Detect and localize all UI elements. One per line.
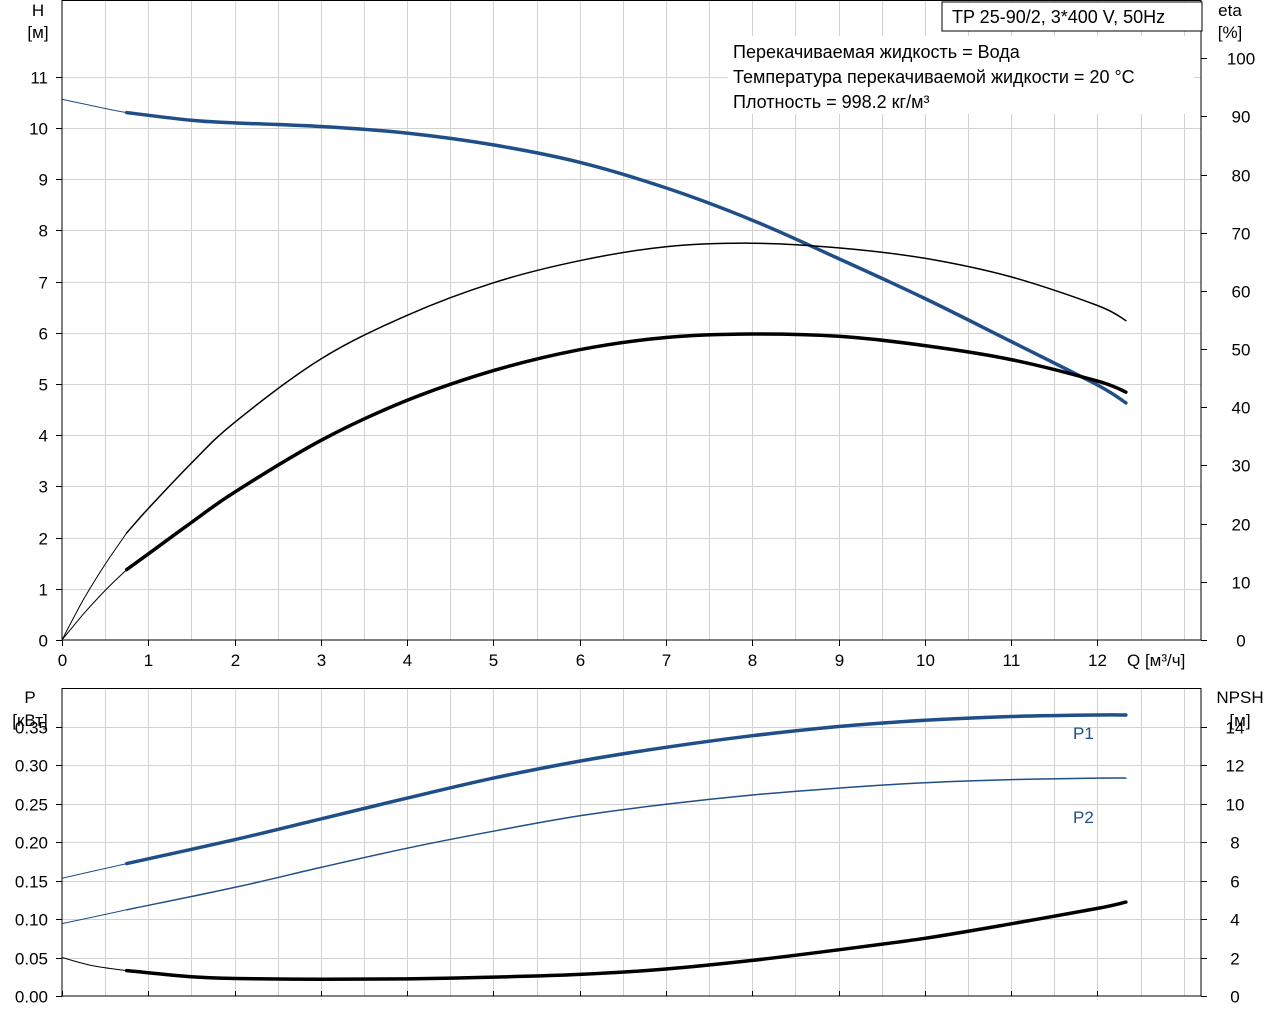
p-tick-label: 0.05	[15, 950, 48, 969]
info-backdrop	[728, 36, 1194, 114]
npsh-tick-label: 0	[1230, 988, 1239, 1007]
top-chart-series	[61, 98, 1128, 641]
p-tick-label: 0.35	[15, 719, 48, 738]
npsh-tick-label: 10	[1226, 796, 1245, 815]
h-tick-label: 3	[39, 478, 48, 497]
bottom-chart-grid	[62, 688, 1201, 996]
p2-series-label: P2	[1073, 808, 1094, 827]
eta-tick-label: 80	[1232, 167, 1251, 186]
h-axis-label-1: H	[32, 1, 44, 20]
npsh-tick-label: 14	[1226, 719, 1245, 738]
top-eta-hydraulic-curve	[125, 242, 1127, 534]
npsh-tick-label: 6	[1230, 873, 1239, 892]
q-tick-label: 9	[835, 651, 844, 670]
h-tick-label: 10	[29, 120, 48, 139]
q-tick-label: 3	[317, 651, 326, 670]
npsh-axis-label-1: NPSH	[1216, 688, 1263, 707]
p-tick-label: 0.10	[15, 911, 48, 930]
h-tick-label: 0	[39, 632, 48, 651]
top-eta-total-extension	[61, 569, 128, 641]
eta-tick-label: 0	[1236, 632, 1245, 651]
h-tick-label: 7	[39, 274, 48, 293]
h-tick-label: 5	[39, 376, 48, 395]
p-tick-label: 0.00	[15, 988, 48, 1007]
bottom-P2-curve	[125, 777, 1127, 911]
h-tick-label: 6	[39, 325, 48, 344]
top-eta-total-curve	[124, 332, 1128, 572]
top-H-extension	[61, 98, 127, 114]
q-tick-label: 0	[58, 651, 67, 670]
eta-axis-label-2: [%]	[1218, 23, 1243, 42]
h-axis-label-2: [м]	[27, 23, 48, 42]
q-tick-label: 2	[231, 651, 240, 670]
bottom-chart-ticks: 0.00 0.05 0.10 0.15 0.20 0.25 0.30 0.35 0 2 4 6 8 10 1…	[15, 719, 1245, 1007]
top-H-curve	[124, 110, 1128, 405]
q-tick-label: 12	[1088, 651, 1107, 670]
bottom-P1-curve	[124, 713, 1128, 866]
bottom-chart-frame	[61, 688, 1202, 997]
q-axis-label: Q [м³/ч]	[1127, 651, 1185, 670]
q-tick-label: 6	[576, 651, 585, 670]
npsh-axis-label-2: [м]	[1229, 711, 1250, 730]
h-tick-label: 4	[39, 427, 48, 446]
h-tick-label: 1	[39, 581, 48, 600]
info-density: Плотность = 998.2 кг/м³	[733, 92, 929, 112]
eta-tick-label: 100	[1227, 50, 1255, 69]
p-axis-label-1: P	[24, 688, 35, 707]
title-box	[941, 1, 1203, 32]
q-tick-label: 1	[144, 651, 153, 670]
top-eta-hydraulic-extension	[61, 532, 128, 641]
npsh-tick-label: 4	[1230, 911, 1239, 930]
h-tick-label: 11	[30, 69, 48, 88]
h-tick-label: 8	[39, 222, 48, 241]
q-tick-label: 5	[489, 651, 498, 670]
npsh-tick-label: 8	[1230, 834, 1239, 853]
q-tick-label: 8	[748, 651, 757, 670]
p-tick-label: 0.20	[15, 834, 48, 853]
bottom-NPSH-extension	[61, 957, 127, 972]
h-tick-label: 9	[39, 171, 48, 190]
eta-tick-label: 40	[1232, 399, 1251, 418]
p-tick-label: 0.30	[15, 757, 48, 776]
p-axis-label-2: [кВт]	[12, 711, 47, 730]
p-tick-label: 0.15	[15, 873, 48, 892]
bottom-P2-extension	[61, 909, 127, 925]
bottom-P1-extension	[61, 863, 127, 879]
eta-tick-label: 10	[1232, 574, 1251, 593]
p-tick-label: 0.25	[15, 796, 48, 815]
npsh-tick-label: 12	[1226, 757, 1245, 776]
npsh-tick-label: 2	[1230, 950, 1239, 969]
eta-tick-label: 90	[1232, 108, 1251, 127]
eta-tick-label: 50	[1232, 341, 1251, 360]
q-tick-label: 7	[662, 651, 671, 670]
bottom-chart-series	[61, 713, 1128, 982]
q-tick-label: 4	[403, 651, 412, 670]
eta-tick-label: 30	[1232, 457, 1251, 476]
eta-tick-label: 20	[1232, 516, 1251, 535]
p1-series-label: P1	[1073, 724, 1094, 743]
q-tick-label: 10	[916, 651, 935, 670]
top-chart-frame	[61, 0, 1202, 641]
bottom-NPSH-curve	[124, 900, 1128, 982]
eta-tick-label: 70	[1232, 225, 1251, 244]
h-tick-label: 2	[39, 530, 48, 549]
eta-axis-label-1: eta	[1218, 1, 1242, 20]
power-npsh-chart: 0.00 0.05 0.10 0.15 0.20 0.25 0.30 0.35 0 2 4 6 8 10 1…	[12, 688, 1264, 1007]
pump-model-title: TP 25-90/2, 3*400 V, 50Hz	[952, 7, 1165, 27]
q-tick-label: 11	[1003, 651, 1021, 670]
eta-tick-label: 60	[1232, 283, 1251, 302]
info-fluid: Перекачиваемая жидкость = Вода	[733, 42, 1021, 62]
top-chart-grid	[62, 0, 1201, 640]
info-temperature: Температура перекачиваемой жидкости = 20…	[733, 67, 1135, 87]
